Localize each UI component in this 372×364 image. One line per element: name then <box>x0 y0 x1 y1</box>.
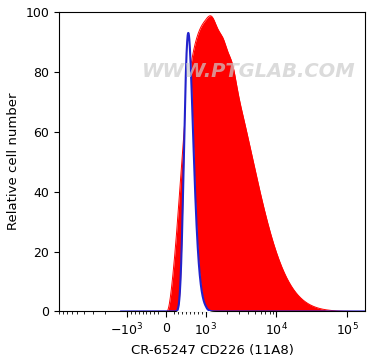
X-axis label: CR-65247 CD226 (11A8): CR-65247 CD226 (11A8) <box>131 344 294 357</box>
Text: WWW.PTGLAB.COM: WWW.PTGLAB.COM <box>142 62 356 81</box>
Y-axis label: Relative cell number: Relative cell number <box>7 93 20 230</box>
